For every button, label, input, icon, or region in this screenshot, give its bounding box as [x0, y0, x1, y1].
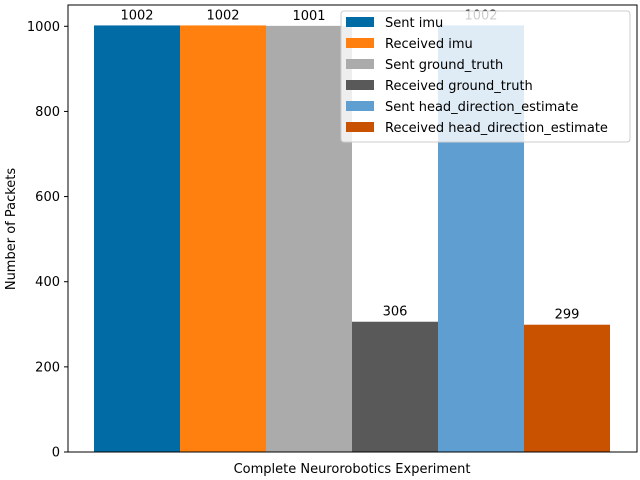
legend-swatch	[346, 59, 374, 69]
bar-received-ground-truth	[352, 321, 438, 452]
legend-label: Sent ground_truth	[385, 58, 503, 73]
y-tick-label: 800	[35, 105, 60, 120]
bar-value-label: 299	[555, 308, 580, 323]
bars-layer	[94, 25, 610, 453]
y-tick-label: 600	[35, 190, 60, 205]
y-axis-label: Number of Packets	[4, 168, 19, 291]
bar-sent-imu	[94, 25, 180, 452]
bar-value-label: 1002	[206, 8, 239, 23]
legend-box	[340, 10, 631, 143]
legend-swatch	[346, 38, 374, 48]
legend-swatch	[346, 17, 374, 27]
legend-label: Sent head_direction_estimate	[385, 100, 578, 115]
y-tick-label: 200	[35, 360, 60, 375]
y-tick-label: 0	[52, 446, 60, 461]
bar-sent-ground-truth	[266, 25, 352, 453]
x-axis-label: Complete Neurorobotics Experiment	[234, 462, 471, 477]
legend-label: Received imu	[385, 37, 473, 52]
legend-swatch	[346, 101, 374, 111]
bar-received-imu	[180, 25, 266, 452]
legend-label: Received head_direction_estimate	[385, 121, 608, 136]
bar-value-label: 1002	[120, 8, 153, 23]
legend: Sent imu Received imu Sent ground_truth Rec…	[340, 10, 631, 143]
axes-layer: 0 200 400 600 800 1000	[27, 4, 638, 461]
legend-swatch	[346, 80, 374, 90]
plot-frame	[67, 4, 638, 453]
bar-received-head-direction-estimate	[524, 324, 610, 452]
y-tick-label: 1000	[27, 20, 60, 35]
legend-swatch	[346, 122, 374, 132]
bar-value-label: 1001	[292, 9, 325, 24]
legend-label: Sent imu	[385, 16, 443, 31]
legend-label: Received ground_truth	[385, 79, 533, 94]
bar-value-label: 306	[383, 305, 408, 320]
y-tick-label: 400	[35, 275, 60, 290]
